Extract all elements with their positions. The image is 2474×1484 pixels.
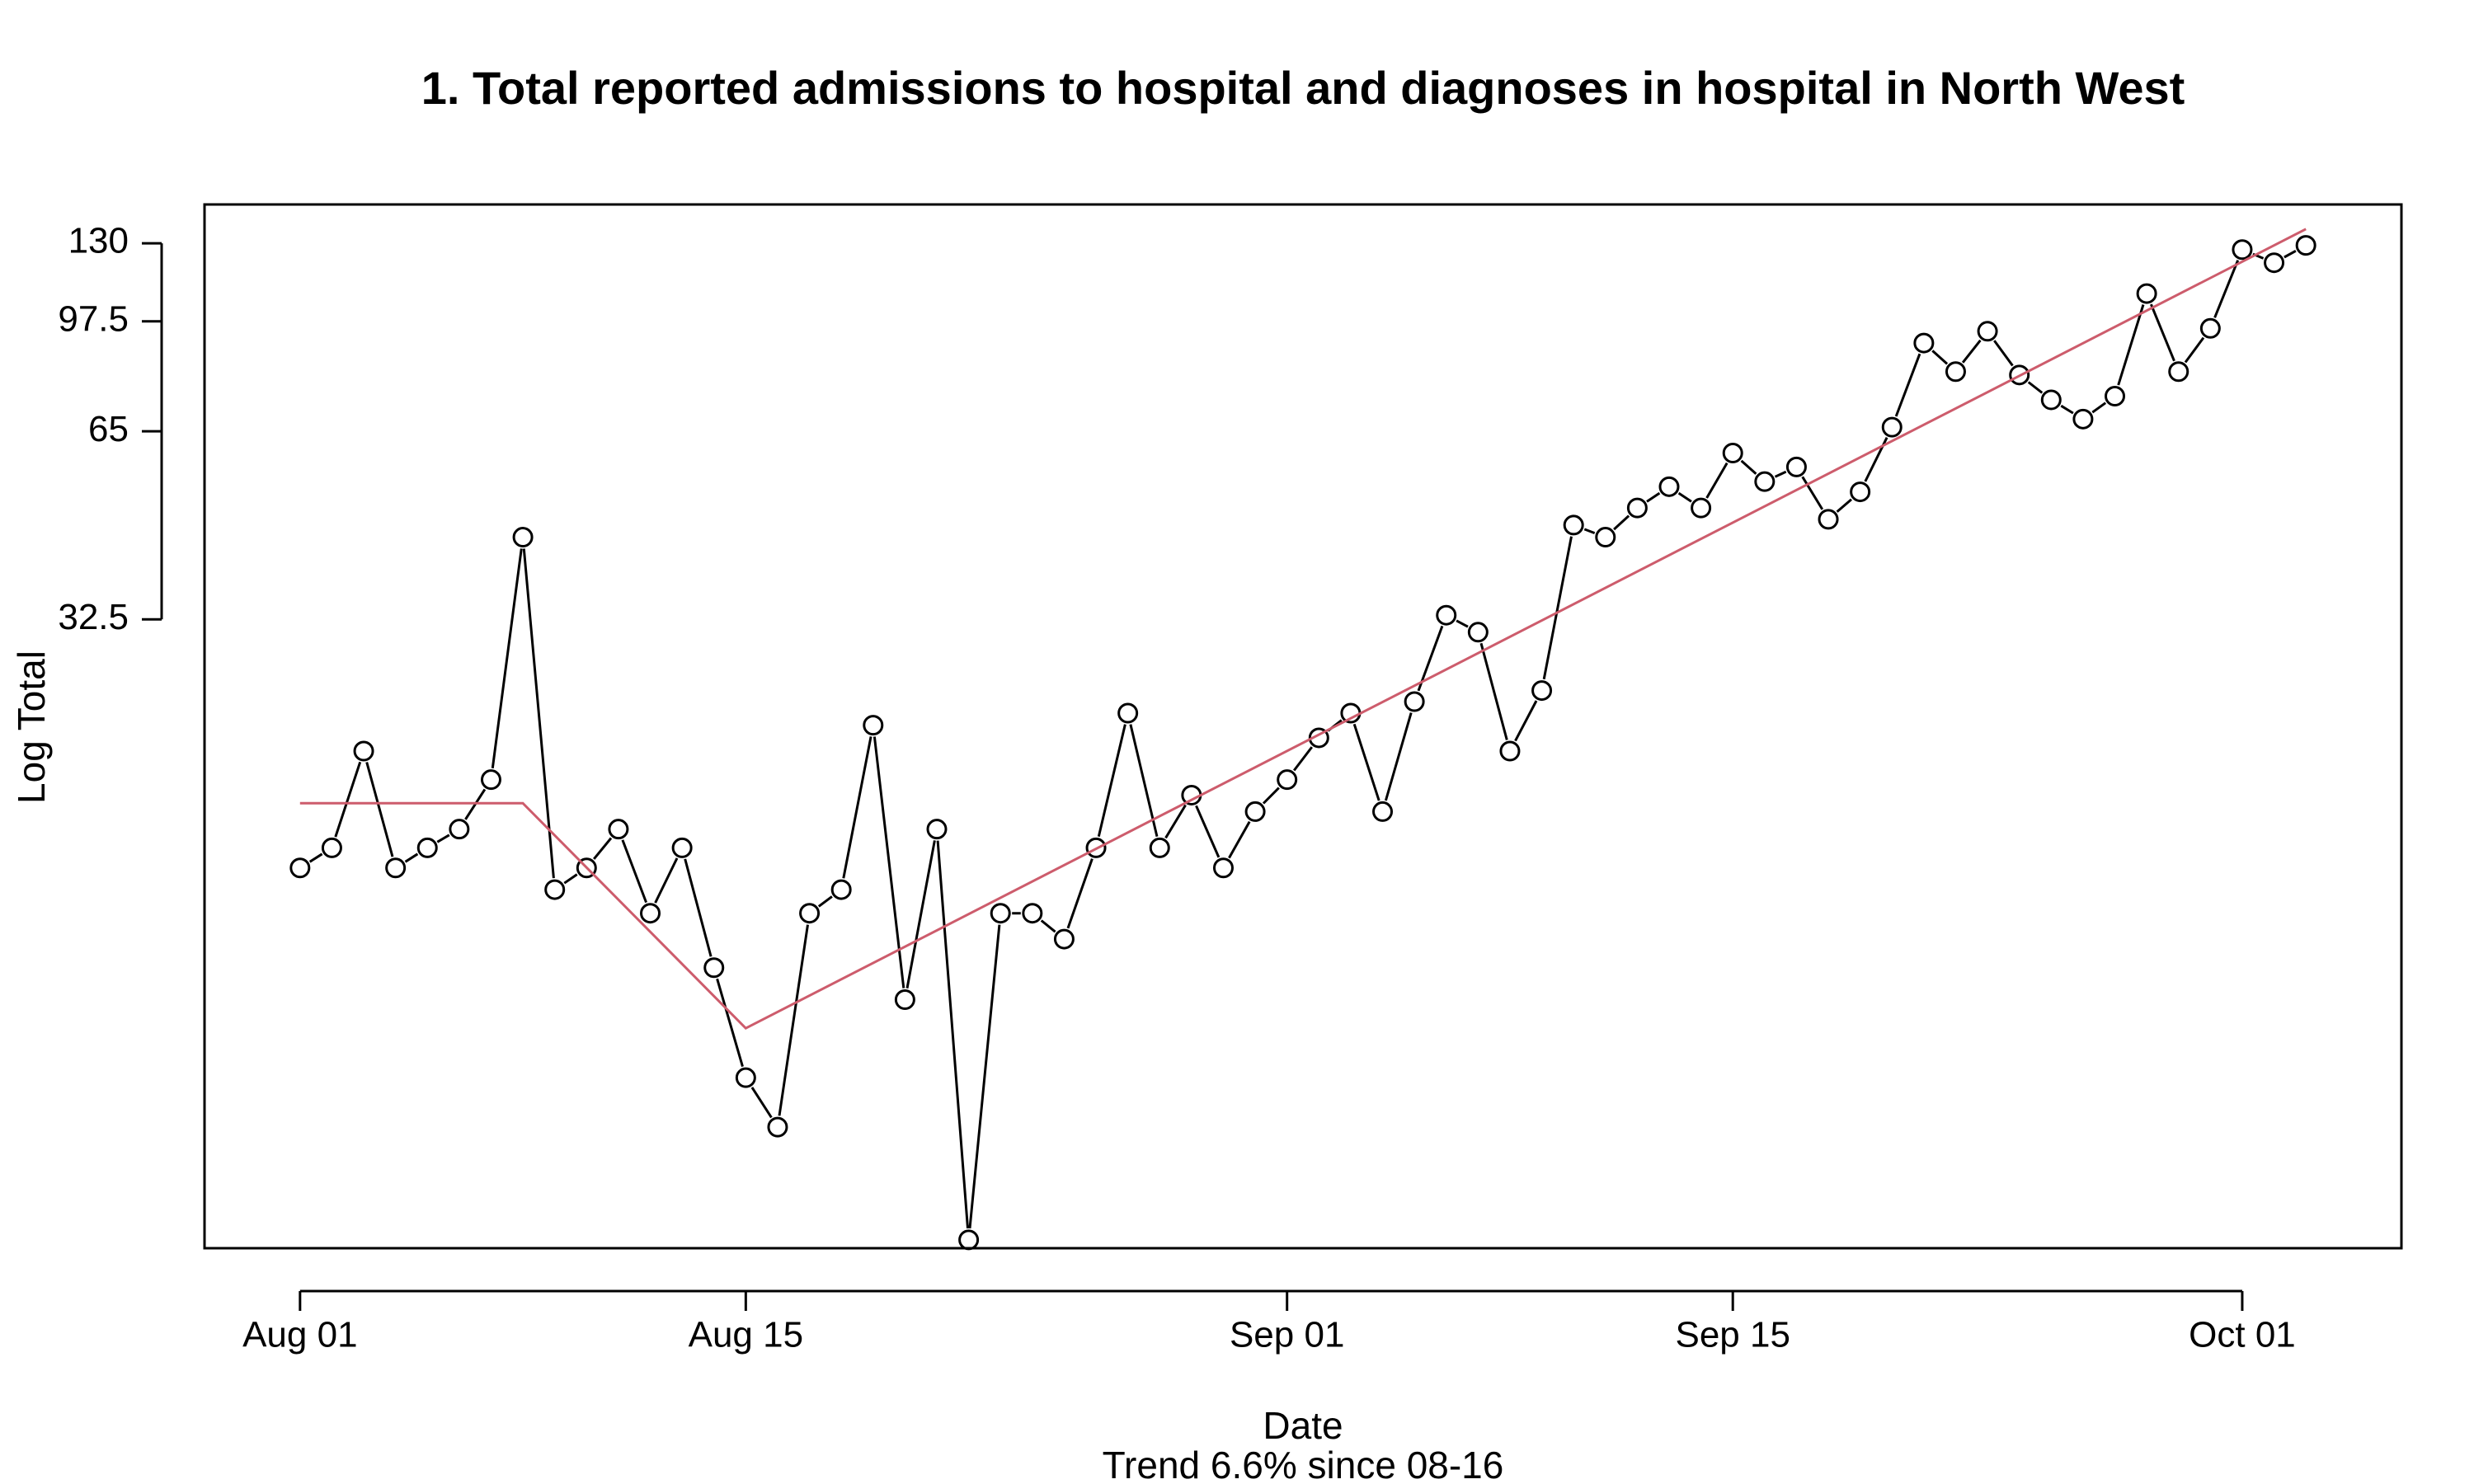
data-point — [449, 819, 470, 840]
data-point — [1244, 801, 1266, 822]
data-point — [1212, 857, 1234, 879]
data-point — [480, 769, 501, 791]
data-point — [1881, 416, 1903, 438]
series-layer — [289, 228, 2316, 1251]
data-point — [1022, 903, 1043, 924]
y-tick-label: 32.5 — [58, 597, 129, 637]
data-point — [2199, 317, 2221, 339]
x-axis-label: Date — [1263, 1404, 1343, 1447]
data-point — [1531, 680, 1553, 702]
data-point — [1626, 497, 1648, 519]
y-tick-label: 97.5 — [58, 298, 129, 339]
data-point — [1499, 740, 1521, 762]
data-point — [1595, 527, 1616, 548]
data-point — [2168, 361, 2189, 383]
data-point — [1053, 928, 1075, 950]
data-point — [894, 989, 915, 1010]
data-point — [990, 903, 1011, 924]
data-point — [1945, 361, 1966, 383]
data-point — [1277, 769, 1298, 791]
data-point — [1467, 622, 1489, 643]
data-point — [576, 857, 597, 879]
data-point — [1785, 456, 1807, 477]
y-tick-label: 130 — [68, 221, 129, 261]
data-point — [2072, 408, 2094, 430]
data-point — [1977, 321, 1998, 342]
x-tick-label: Sep 01 — [1230, 1315, 1344, 1355]
data-point — [2264, 252, 2285, 274]
trend-line — [299, 228, 2307, 1031]
data-point — [1818, 509, 1839, 530]
data-point — [958, 1229, 980, 1251]
y-axis: 32.5 65 97.5 130 — [58, 221, 163, 637]
plot-area — [203, 203, 2403, 1250]
data-point — [416, 837, 438, 858]
data-point — [321, 837, 342, 858]
data-series-line — [308, 249, 2297, 1229]
y-axis-label: Log Total — [10, 650, 53, 804]
data-point — [544, 879, 566, 900]
data-point — [353, 740, 374, 762]
data-point — [1404, 691, 1425, 712]
data-point — [2040, 389, 2062, 411]
data-point — [289, 857, 311, 879]
data-point — [926, 819, 948, 840]
x-tick-label: Aug 15 — [689, 1315, 803, 1355]
data-point — [1085, 837, 1107, 858]
x-tick-label: Sep 15 — [1675, 1315, 1790, 1355]
x-tick-label: Oct 01 — [2189, 1315, 2296, 1355]
data-point — [1754, 471, 1776, 492]
data-point — [1372, 801, 1394, 822]
data-point — [830, 879, 852, 900]
data-point — [2232, 239, 2253, 261]
data-point — [512, 527, 534, 548]
data-point — [1722, 443, 1743, 464]
data-point — [640, 903, 661, 924]
data-point — [799, 903, 821, 924]
data-point — [385, 857, 407, 879]
data-point — [1913, 332, 1935, 354]
data-point — [1658, 476, 1680, 497]
data-point — [1149, 837, 1170, 858]
x-axis: Aug 01 Aug 15 Sep 01 Sep 15 Oct 01 — [242, 1289, 2296, 1355]
y-tick-label: 65 — [88, 409, 129, 449]
data-point — [671, 837, 693, 858]
data-point — [1181, 784, 1202, 805]
data-point — [1563, 514, 1584, 536]
data-point — [2105, 385, 2126, 406]
data-point — [767, 1116, 788, 1138]
data-point — [1850, 481, 1871, 503]
data-point — [2009, 364, 2030, 386]
data-point — [1308, 727, 1329, 749]
data-point — [1436, 604, 1457, 626]
data-point — [1691, 497, 1712, 519]
data-point — [703, 957, 725, 979]
data-point — [608, 819, 629, 840]
data-point — [2295, 235, 2316, 256]
data-point — [1117, 702, 1139, 724]
data-point — [863, 715, 884, 736]
x-tick-label: Aug 01 — [242, 1315, 357, 1355]
trend-caption: Trend 6.6% since 08-16 — [1103, 1444, 1504, 1484]
data-point — [2136, 283, 2157, 304]
data-point — [735, 1067, 756, 1088]
chart-title: 1. Total reported admissions to hospital… — [421, 62, 2185, 114]
